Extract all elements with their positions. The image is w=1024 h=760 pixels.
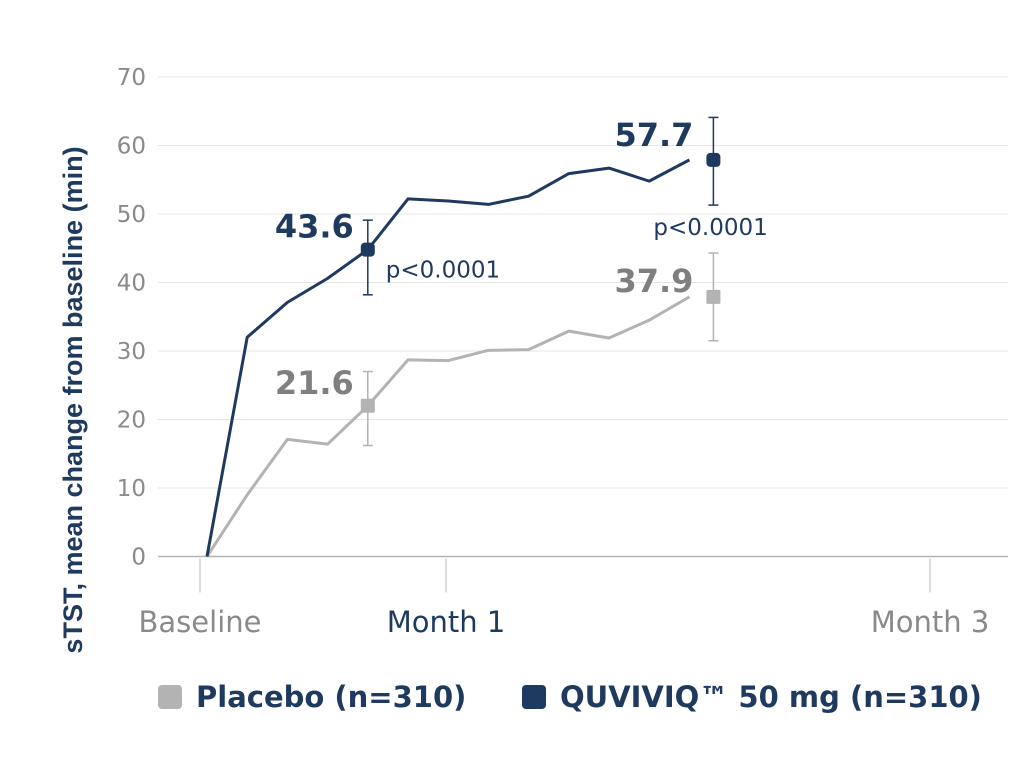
data-label: 21.6 [275,364,354,402]
p-value-label: p<0.0001 [653,215,767,241]
legend-label-quviviq: QUVIVIQ™ 50 mg (n=310) [560,680,982,714]
legend-item-placebo: Placebo (n=310) [158,672,466,722]
series-line-placebo [205,295,691,558]
data-point-marker [706,152,721,167]
series-lines [205,116,721,558]
data-label: 57.7 [614,116,693,154]
x-tick-label: Baseline [139,605,262,639]
data-point-marker [360,398,375,413]
y-tick-label: 10 [117,476,146,502]
y-tick-label: 20 [117,408,146,434]
y-axis-label: sTST, mean change from baseline (min) [58,146,88,653]
p-value-label: p<0.0001 [386,258,500,284]
data-label: 37.9 [614,262,693,300]
legend-label-placebo: Placebo (n=310) [196,680,467,714]
series-line-quviviq [205,158,691,557]
axes: 0 10 20 30 40 50 60 70 Baseline Month 1 Month 3 [117,65,1008,639]
legend: Placebo (n=310) QUVIVIQ™ 50 mg (n=310) [0,672,1024,722]
data-point-marker [706,289,721,304]
y-tick-label: 40 [117,271,146,297]
y-tick-label: 50 [117,202,146,228]
data-label: 43.6 [275,208,354,246]
legend-swatch-quviviq [522,685,546,709]
data-labels: 21.6 37.9 43.6 p<0.0001 57.7 p<0.0001 [275,116,768,402]
gridlines [158,76,1008,489]
y-tick-label: 0 [131,545,146,571]
y-tick-label: 70 [117,65,146,91]
y-tick-label: 60 [117,134,146,160]
legend-item-quviviq: QUVIVIQ™ 50 mg (n=310) [522,672,982,722]
x-tick-label: Month 1 [387,605,506,639]
y-tick-label: 30 [117,339,146,365]
x-tick-label: Month 3 [871,605,990,639]
legend-swatch-placebo [158,685,182,709]
data-point-marker [360,242,375,257]
